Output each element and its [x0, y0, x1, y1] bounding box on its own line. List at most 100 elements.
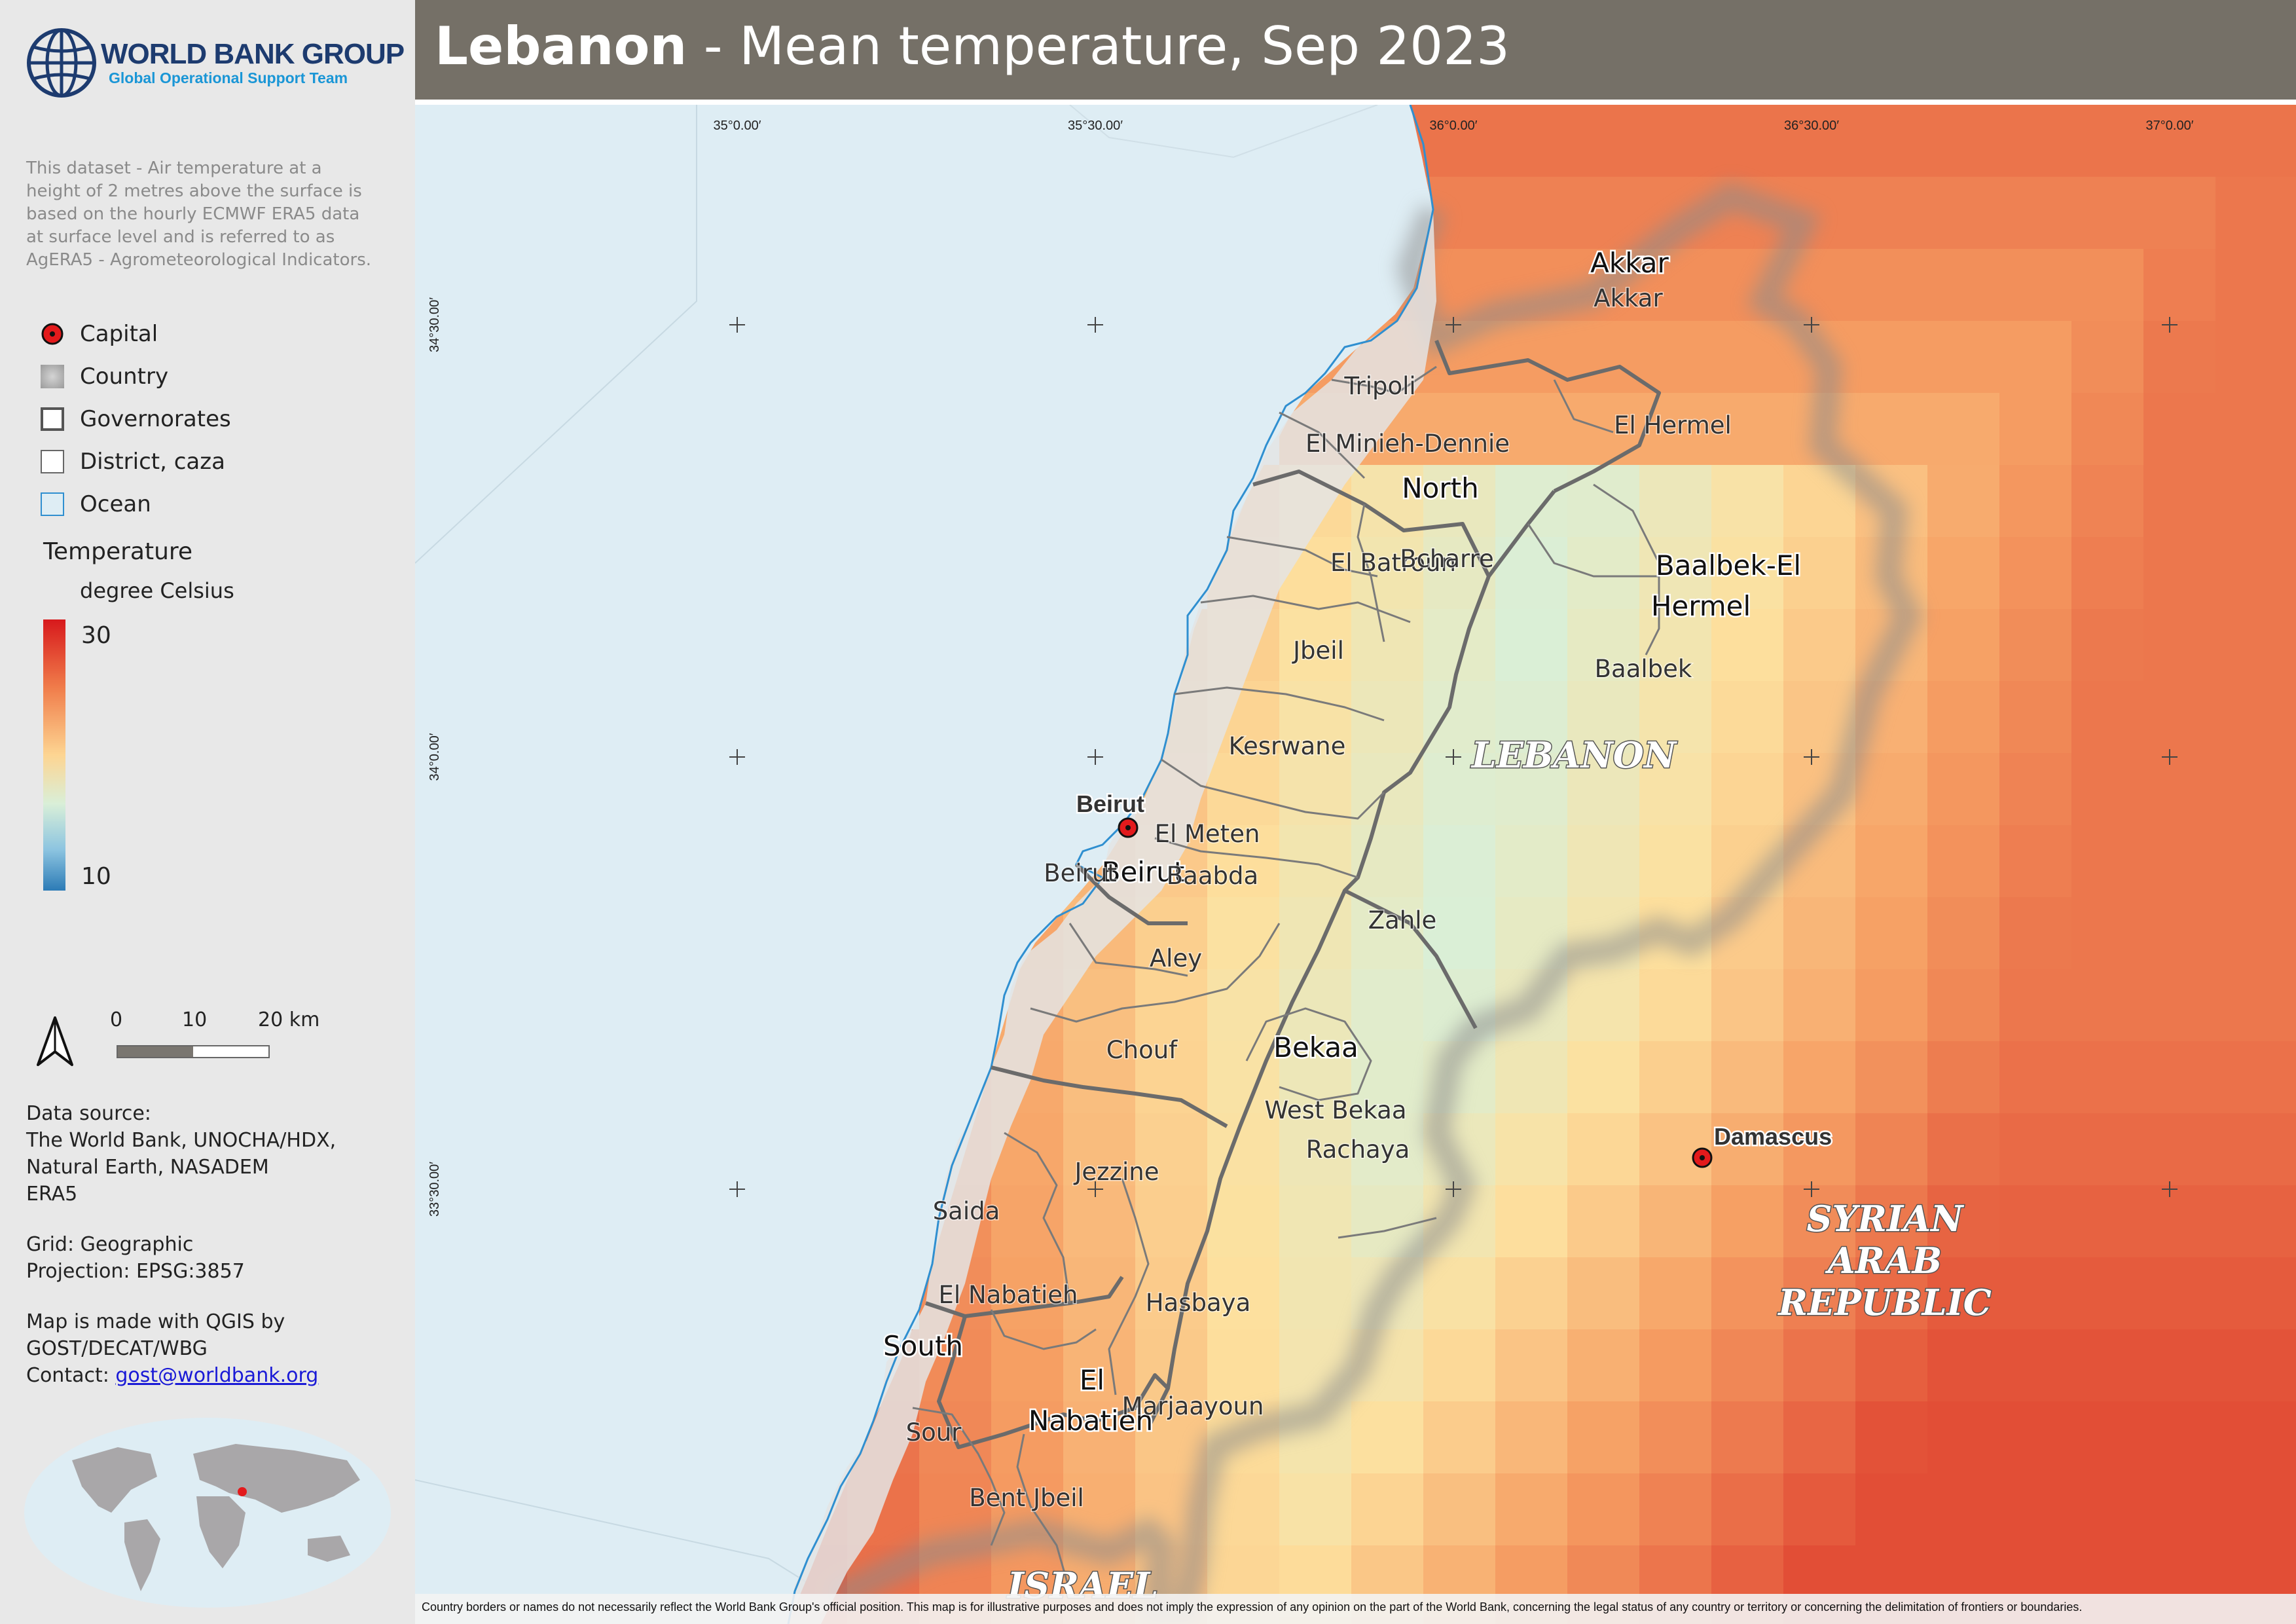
district-label: El Batroun: [1330, 549, 1456, 577]
page-title: Lebanon - Mean temperature, Sep 2023: [435, 16, 1510, 77]
country-swatch-icon: [41, 365, 64, 388]
district-label: Tripoli: [1343, 372, 1415, 400]
country-label-lebanon: LEBANON: [1470, 734, 1678, 776]
district-label: Akkar: [1594, 284, 1663, 312]
legend-label: Governorates: [80, 406, 231, 432]
made-with-info: Map is made with QGIS by: [26, 1310, 285, 1333]
district-swatch-icon: [41, 450, 64, 473]
longitude-labels: 35°0.00′ 35°30.00′ 36°0.00′ 36°30.00′ 37…: [714, 119, 2194, 133]
data-source-line: ERA5: [26, 1183, 78, 1206]
district-label: Baabda: [1167, 862, 1258, 890]
legend-label: Ocean: [80, 491, 151, 517]
district-label: Chouf: [1106, 1036, 1178, 1064]
governorate-label: El: [1080, 1364, 1104, 1396]
disclaimer-band: [415, 1594, 2296, 1624]
lon-tick-label: 35°30.00′: [1068, 119, 1123, 133]
ocean-swatch-icon: [41, 492, 64, 516]
north-arrow-icon: [37, 1016, 73, 1066]
district-label: Baalbek: [1595, 655, 1692, 683]
governorate-label: Baalbek-El: [1656, 549, 1801, 581]
legend-label: District, caza: [80, 449, 225, 475]
capital-label: Damascus: [1714, 1123, 1832, 1150]
made-with-info: GOST/DECAT/WBG: [26, 1337, 208, 1360]
country-label-syria: ARAB: [1825, 1240, 1942, 1282]
projection-info: Projection: EPSG:3857: [26, 1260, 245, 1283]
district-label: Rachaya: [1306, 1135, 1410, 1164]
district-label: West Bekaa: [1265, 1096, 1407, 1124]
map-canvas[interactable]: 35°0.00′ 35°30.00′ 36°0.00′ 36°30.00′ 37…: [415, 105, 2296, 1624]
title-bar: Lebanon - Mean temperature, Sep 2023: [415, 0, 2296, 102]
governorate-label: Nabatieh: [1029, 1405, 1153, 1437]
country-labels: LEBANON SYRIAN ARAB REPUBLIC ISRAEL: [1005, 733, 1992, 1608]
district-label: Hasbaya: [1146, 1289, 1251, 1317]
district-label: El Nabatieh: [939, 1281, 1078, 1309]
lat-tick-label: 34°30.00′: [428, 297, 442, 352]
temperature-legend-title: Temperature: [43, 538, 193, 565]
title-country: Lebanon: [435, 16, 687, 77]
temperature-min-label: 10: [81, 863, 111, 890]
temperature-color-ramp: [43, 619, 65, 891]
world-locator-map: [24, 1418, 391, 1608]
scale-label-0: 0: [110, 1008, 123, 1031]
district-label: Bcharre: [1400, 545, 1494, 573]
capital-label: Beirut: [1076, 790, 1144, 817]
title-subtitle: - Mean temperature, Sep 2023: [687, 16, 1510, 77]
lat-tick-label: 34°0.00′: [428, 733, 442, 781]
data-source-line: The World Bank, UNOCHA/HDX,: [26, 1129, 337, 1152]
grid-info: Grid: Geographic: [26, 1233, 194, 1256]
governorate-boundaries: [925, 339, 1661, 1449]
legend-country: Country: [41, 363, 168, 390]
governorate-label: Beirut: [1102, 856, 1185, 888]
district-label: El Hermel: [1614, 411, 1732, 439]
lon-tick-label: 36°30.00′: [1784, 119, 1839, 133]
contact-info: Contact: gost@worldbank.org: [26, 1362, 318, 1389]
temperature-legend-unit: degree Celsius: [80, 578, 234, 603]
graticule: [729, 317, 2178, 1197]
scale-bar: [117, 1045, 270, 1058]
governorate-label: South: [883, 1330, 963, 1362]
capital-beirut[interactable]: Beirut: [1075, 789, 1146, 838]
district-label: El Meten: [1155, 820, 1260, 848]
legend-governorates: Governorates: [41, 406, 231, 432]
data-source-line: Natural Earth, NASADEM: [26, 1156, 269, 1179]
governorate-label: Akkar: [1590, 247, 1669, 279]
district-label: El Minieh-Dennie: [1305, 430, 1510, 458]
district-label: Kesrwane: [1229, 732, 1346, 760]
capital-icon: [41, 322, 64, 346]
district-label: Aley: [1150, 944, 1202, 972]
latitude-labels: 34°30.00′ 34°0.00′ 33°30.00′: [428, 297, 442, 1217]
country-border-halo: [828, 181, 1923, 1624]
district-boundaries: [912, 365, 1660, 1592]
capital-markers: Beirut Damascus: [1075, 789, 1834, 1168]
data-source-label: Data source:: [26, 1102, 151, 1125]
logo-name: WORLD BANK GROUP: [101, 38, 405, 70]
lon-tick-label: 35°0.00′: [714, 119, 761, 133]
location-marker: [238, 1487, 247, 1496]
district-label: Beirut: [1044, 859, 1117, 887]
capital-damascus[interactable]: Damascus: [1692, 1122, 1834, 1168]
legend-district: District, caza: [41, 449, 225, 475]
contact-email-link[interactable]: gost@worldbank.org: [115, 1364, 319, 1387]
governorate-swatch-icon: [41, 407, 64, 431]
district-label: Saida: [933, 1197, 1000, 1225]
country-label-syria: SYRIAN: [1807, 1198, 1965, 1240]
lat-tick-label: 33°30.00′: [428, 1162, 442, 1217]
coastline: [787, 105, 1434, 1624]
scale-label-20: 20 km: [258, 1008, 320, 1031]
legend-label: Capital: [80, 321, 158, 347]
legend-ocean: Ocean: [41, 491, 151, 517]
scale-label-10: 10: [182, 1008, 208, 1031]
governorate-label: Hermel: [1651, 590, 1751, 622]
legend-capital: Capital: [41, 321, 158, 347]
hillshade-area: [788, 210, 1436, 1624]
contact-label: Contact:: [26, 1364, 116, 1387]
map-view[interactable]: 35°0.00′ 35°30.00′ 36°0.00′ 36°30.00′ 37…: [415, 105, 2296, 1624]
district-labels: Akkar Tripoli El Minieh-Dennie El Hermel El …: [905, 284, 1732, 1513]
disclaimer-text: Country borders or names do not necessar…: [422, 1600, 2083, 1614]
country-label-syria: REPUBLIC: [1777, 1282, 1992, 1323]
logo-subtitle: Global Operational Support Team: [109, 69, 348, 86]
district-label: Jezzine: [1073, 1158, 1159, 1186]
governorate-labels: Akkar North Baalbek-El Hermel Beirut Bek…: [881, 246, 1802, 1439]
lon-tick-label: 36°0.00′: [1430, 119, 1478, 133]
district-label: Sour: [906, 1418, 962, 1447]
